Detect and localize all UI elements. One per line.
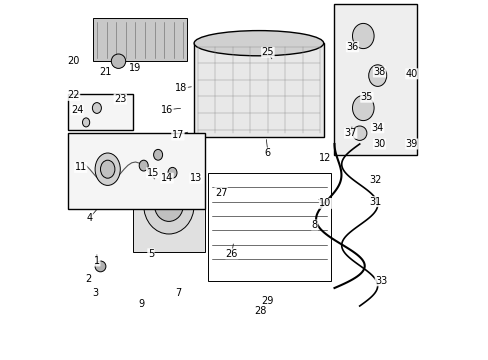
Text: 27: 27 (214, 188, 227, 198)
Ellipse shape (352, 95, 373, 121)
Text: 25: 25 (261, 47, 274, 57)
Text: 7: 7 (174, 288, 181, 298)
Ellipse shape (153, 149, 163, 160)
Ellipse shape (95, 261, 106, 272)
Ellipse shape (95, 153, 120, 185)
Text: 29: 29 (261, 296, 274, 306)
Text: 35: 35 (360, 92, 372, 102)
Text: 40: 40 (405, 69, 417, 79)
Ellipse shape (139, 160, 148, 171)
Text: 19: 19 (128, 63, 141, 73)
Text: 13: 13 (189, 173, 202, 183)
Text: 21: 21 (100, 67, 112, 77)
Text: 17: 17 (171, 130, 183, 140)
Ellipse shape (368, 65, 386, 86)
Polygon shape (194, 43, 323, 137)
Ellipse shape (143, 176, 194, 234)
Text: 20: 20 (67, 56, 80, 66)
Text: 15: 15 (146, 168, 159, 178)
Text: 26: 26 (225, 249, 238, 259)
Ellipse shape (168, 167, 177, 178)
Bar (68, 94, 133, 130)
Text: 4: 4 (86, 213, 93, 223)
Text: 38: 38 (373, 67, 385, 77)
Text: 24: 24 (71, 105, 83, 115)
Text: 39: 39 (405, 139, 417, 149)
Text: 22: 22 (67, 90, 80, 100)
Polygon shape (93, 18, 186, 61)
Ellipse shape (101, 160, 115, 178)
Polygon shape (133, 162, 204, 252)
Text: 5: 5 (147, 249, 154, 259)
Bar (68, 133, 204, 209)
Text: 30: 30 (373, 139, 385, 149)
Ellipse shape (92, 103, 101, 113)
Text: 6: 6 (264, 148, 270, 158)
Text: 33: 33 (374, 276, 386, 286)
Text: 37: 37 (344, 128, 356, 138)
Ellipse shape (111, 54, 125, 68)
Text: 32: 32 (369, 175, 381, 185)
Text: 23: 23 (114, 94, 126, 104)
Bar (334, 4, 416, 155)
Text: 3: 3 (92, 288, 98, 298)
Ellipse shape (352, 126, 366, 140)
Text: 10: 10 (319, 198, 331, 208)
Text: 1: 1 (94, 256, 100, 266)
Ellipse shape (194, 31, 323, 56)
Ellipse shape (352, 23, 373, 49)
Text: 9: 9 (139, 299, 144, 309)
Ellipse shape (154, 189, 183, 221)
Text: 34: 34 (371, 123, 383, 133)
Text: 18: 18 (175, 83, 187, 93)
Ellipse shape (82, 118, 89, 127)
Text: 14: 14 (161, 173, 173, 183)
Text: 36: 36 (346, 42, 358, 52)
Text: 11: 11 (75, 162, 87, 172)
Text: 31: 31 (369, 197, 381, 207)
Text: 28: 28 (254, 306, 266, 316)
Text: 12: 12 (319, 153, 331, 163)
Text: 8: 8 (311, 220, 317, 230)
Text: 2: 2 (84, 274, 91, 284)
Text: 16: 16 (161, 105, 173, 115)
